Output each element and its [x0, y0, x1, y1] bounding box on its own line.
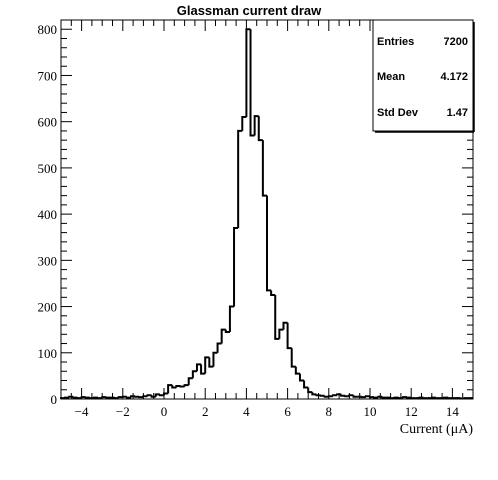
y-tick-label: 600 [38, 115, 58, 130]
histogram-bin [259, 116, 263, 140]
histogram-bin [242, 117, 246, 131]
histogram-bin [218, 344, 222, 353]
histogram-bin [382, 397, 386, 398]
histogram-bin [185, 385, 189, 386]
x-tick-label: 10 [364, 404, 377, 419]
histogram-bin [341, 394, 345, 395]
histogram-bin [300, 374, 304, 381]
x-tick-label: 12 [405, 404, 418, 419]
histogram-bin [143, 396, 147, 397]
histogram-bin [164, 393, 168, 395]
histogram-bin [354, 395, 358, 396]
histogram-bin [304, 381, 308, 388]
y-tick-label: 300 [38, 253, 58, 268]
stats-label: Entries [377, 36, 414, 48]
histogram-bin [230, 307, 234, 332]
histogram-bin [238, 131, 242, 228]
histogram-bin [312, 392, 316, 394]
histogram-bin [193, 371, 197, 378]
histogram-bin [288, 323, 292, 348]
stats-value: 4.172 [440, 71, 468, 83]
histogram-bin [296, 367, 300, 374]
x-axis-label: Current (μA) [400, 422, 474, 437]
histogram-bin [308, 387, 312, 392]
histogram-bin [73, 397, 77, 398]
x-tick-label: 4 [243, 404, 250, 419]
y-tick-label: 800 [38, 22, 58, 37]
histogram-bin [279, 330, 283, 339]
y-tick-label: 200 [38, 300, 58, 315]
x-tick-label: 2 [202, 404, 209, 419]
stats-value: 1.47 [447, 107, 468, 119]
histogram-bin [316, 394, 320, 395]
stats-label: Std Dev [377, 107, 419, 119]
y-tick-label: 100 [38, 346, 58, 361]
histogram-bin [119, 397, 123, 398]
y-tick-label: 500 [38, 161, 58, 176]
histogram-bin [61, 398, 65, 399]
histogram-bin [263, 140, 267, 195]
y-tick-label: 700 [38, 68, 58, 83]
histogram-bin [234, 228, 238, 307]
histogram-bin [292, 348, 296, 366]
x-tick-label: 0 [161, 404, 168, 419]
x-tick-label: −4 [75, 404, 89, 419]
x-tick-label: 14 [446, 404, 460, 419]
chart-title: Glassman current draw [177, 3, 322, 18]
histogram-bin [370, 396, 374, 397]
y-tick-label: 0 [51, 392, 58, 407]
histogram-bin [271, 290, 275, 295]
x-tick-label: 8 [326, 404, 333, 419]
histogram-bin [333, 395, 337, 396]
y-tick-label: 400 [38, 207, 58, 222]
stats-label: Mean [377, 71, 405, 83]
histogram-bin [267, 196, 271, 291]
histogram-bin [189, 378, 193, 385]
x-tick-label: −2 [116, 404, 130, 419]
stats-value: 7200 [444, 36, 468, 48]
x-tick-label: 6 [284, 404, 291, 419]
histogram-bin [213, 353, 217, 367]
